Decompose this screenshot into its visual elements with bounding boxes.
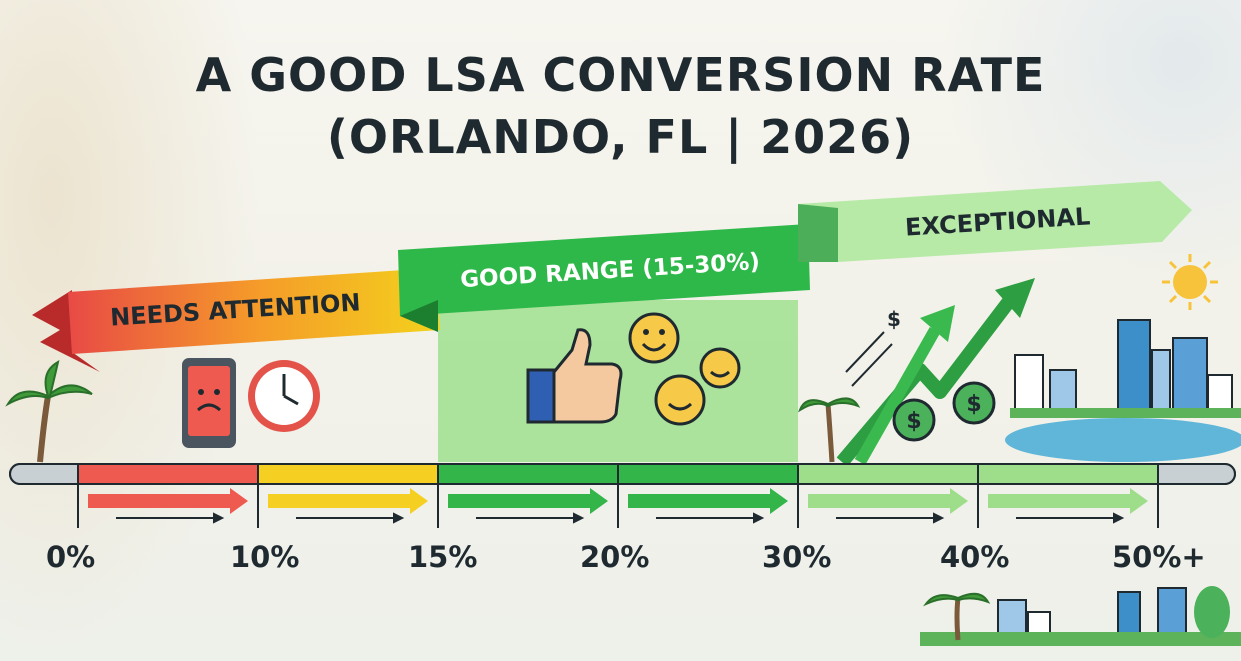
sad-phone-icon	[182, 358, 236, 448]
tick-label: 30%	[762, 540, 832, 574]
clock-icon	[248, 360, 320, 432]
exceptional-banner	[798, 181, 1192, 262]
tick-label: 10%	[230, 540, 300, 574]
smiley-icon	[628, 312, 741, 426]
tick-label: 15%	[408, 540, 478, 574]
palm-tree-icon	[5, 360, 991, 641]
needs-attention-banner	[32, 268, 440, 372]
city-skyline-icon	[1005, 319, 1241, 462]
growth-arrow-icon	[836, 278, 1035, 467]
city-skyline-bottom-icon	[920, 586, 1241, 646]
tick-label: 0%	[46, 540, 96, 574]
good-range-banner	[398, 224, 810, 332]
dollar-coin-icon	[892, 381, 996, 442]
title-line-2: (ORLANDO, FL | 2026)	[326, 110, 915, 164]
tick-label: 50%+	[1112, 540, 1206, 574]
dollar-sign-icon: $	[887, 307, 901, 331]
tick-label: 20%	[580, 540, 650, 574]
tick-label: 40%	[940, 540, 1010, 574]
thumbs-up-icon	[526, 328, 623, 424]
segment-arrows	[88, 488, 1148, 524]
title-line-1: A GOOD LSA CONVERSION RATE	[195, 48, 1046, 102]
coin-dollar-sign-2: $	[966, 392, 981, 417]
coin-dollar-sign-1: $	[906, 409, 921, 434]
scale-bar	[9, 463, 1236, 528]
sun-icon	[1162, 254, 1218, 310]
